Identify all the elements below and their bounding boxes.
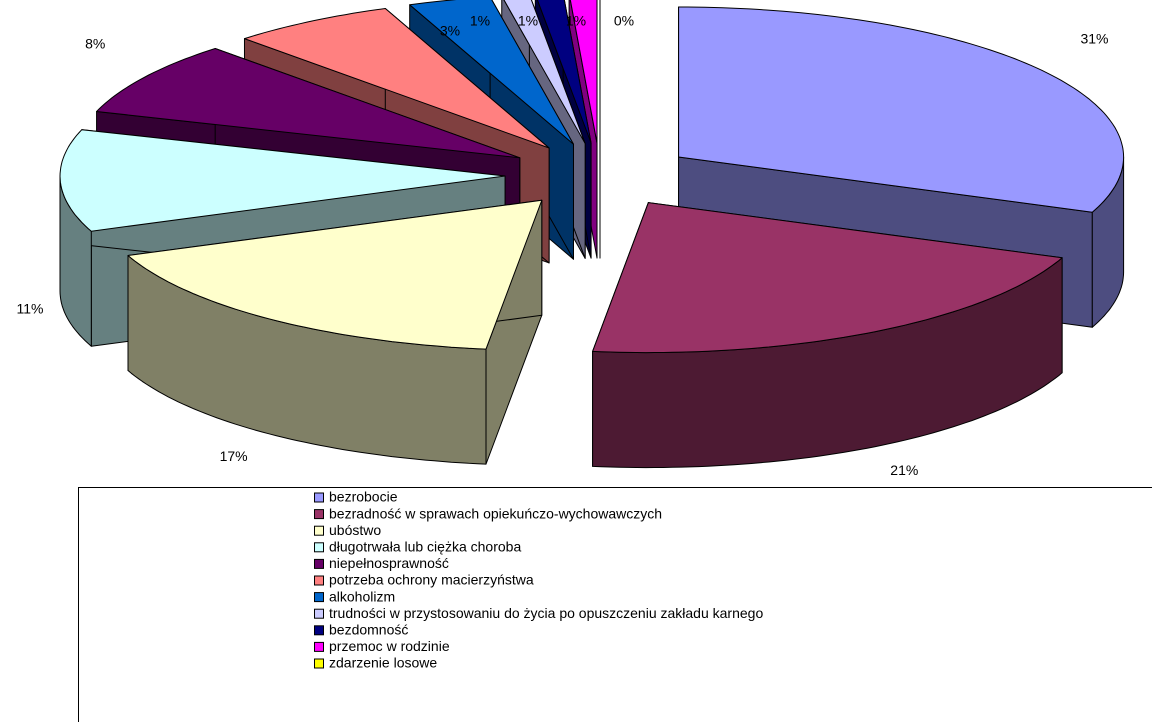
- legend-label: bezradność w sprawach opiekuńczo-wychowa…: [329, 505, 662, 521]
- data-label: 3%: [440, 23, 460, 39]
- data-label: 0%: [614, 13, 634, 29]
- data-label: 11%: [17, 301, 44, 317]
- legend-swatch: [314, 641, 324, 652]
- slice: [678, 6, 1125, 213]
- legend-swatch: [314, 509, 324, 520]
- slice: [536, 0, 592, 144]
- data-label: 21%: [890, 462, 918, 478]
- legend-label: bezdomność: [329, 622, 408, 638]
- slice: [592, 202, 1063, 469]
- slice: [592, 202, 1063, 354]
- legend-swatch: [314, 542, 324, 553]
- slice: [569, 0, 598, 144]
- legend-box: [78, 487, 1152, 722]
- legend-label: trudności w przystosowaniu do życia po o…: [329, 605, 763, 621]
- data-label: 1%: [470, 13, 490, 29]
- legend-swatch: [314, 592, 324, 603]
- legend-swatch: [314, 625, 324, 636]
- legend-label: bezrobocie: [329, 489, 398, 505]
- slice: [409, 0, 574, 145]
- slice: [96, 48, 521, 159]
- slice: [244, 8, 550, 149]
- slice: [127, 199, 543, 350]
- data-label: 1%: [566, 13, 586, 29]
- data-label: 8%: [85, 36, 105, 52]
- legend-label: alkoholizm: [329, 588, 395, 604]
- legend-label: potrzeba ochrony macierzyństwa: [329, 572, 534, 588]
- slice: [503, 0, 586, 144]
- legend-label: zdarzenie losowe: [329, 655, 437, 671]
- legend-swatch: [314, 658, 324, 669]
- slice: [59, 129, 506, 232]
- legend-label: ubóstwo: [329, 522, 381, 538]
- legend-label: niepełnosprawność: [329, 555, 449, 571]
- legend-swatch: [314, 575, 324, 586]
- data-label: 31%: [1080, 30, 1108, 46]
- legend-swatch: [314, 558, 324, 569]
- legend-swatch: [314, 525, 324, 536]
- legend-label: przemoc w rodzinie: [329, 638, 450, 654]
- slice: [127, 199, 543, 465]
- data-label: 1%: [518, 13, 538, 29]
- legend-label: długotrwała lub ciężka choroba: [329, 539, 521, 555]
- legend-swatch: [314, 608, 324, 619]
- data-label: 17%: [220, 448, 248, 464]
- legend-swatch: [314, 492, 324, 503]
